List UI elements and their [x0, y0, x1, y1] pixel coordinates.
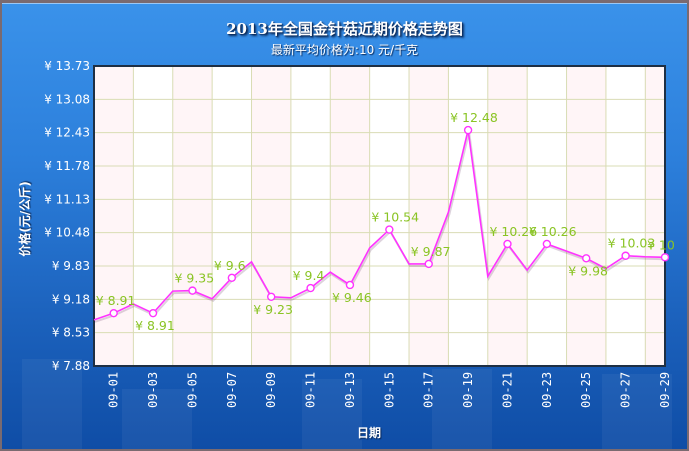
decor-bar [22, 359, 82, 449]
data-point-marker [306, 283, 315, 293]
data-point-label: ¥ 8.91 [135, 318, 175, 333]
y-tick-label: ¥ 13.73 [44, 59, 90, 73]
x-tick-label: 09-27 [619, 372, 633, 408]
plot-band [605, 66, 646, 366]
x-tick-label: 09-19 [461, 372, 475, 408]
x-tick-label: 09-03 [146, 372, 160, 408]
data-point-marker [503, 239, 512, 249]
x-tick-label: 09-17 [422, 372, 436, 408]
y-tick-label: ¥ 12.43 [44, 126, 90, 140]
plot-band [527, 66, 567, 366]
y-axis-ticks: ¥ 13.73 ¥ 13.08 ¥ 12.43 ¥ 11.78 ¥ 11.13 ¥ 10.… [44, 59, 90, 373]
data-point-label: ¥ 10.26 [529, 224, 577, 239]
plot-band [566, 66, 606, 366]
data-point-label: ¥ 9.98 [568, 263, 608, 278]
data-point-label: ¥ 9.87 [411, 244, 451, 259]
data-point-marker [148, 308, 158, 318]
plot-band [330, 66, 370, 366]
x-tick-label: 09-25 [579, 372, 593, 408]
decor-bar [122, 389, 192, 449]
plot-band [369, 66, 410, 366]
plot-band [212, 66, 252, 366]
y-tick-label: ¥ 7.88 [52, 359, 90, 373]
data-point-label: ¥ 9.6 [214, 258, 246, 273]
chart-title: 2013年全国金针菇近期价格走势图 [226, 20, 463, 38]
decor-bar [302, 379, 362, 449]
decor-bar [602, 374, 672, 449]
data-point-label: ¥ 9.46 [332, 290, 372, 305]
x-axis-ticks: 09-01 09-03 09-05 09-07 09-09 09-11 09-13 09-15… [107, 372, 672, 408]
plot-band [409, 66, 449, 366]
plot-band [645, 66, 665, 366]
data-point-marker [345, 280, 355, 290]
x-tick-label: 09-09 [264, 372, 278, 408]
x-tick-label: 09-15 [382, 372, 396, 408]
x-tick-label: 09-29 [658, 372, 672, 408]
x-tick-label: 09-13 [343, 372, 357, 408]
data-point-marker [109, 308, 118, 318]
plot-border [93, 65, 666, 367]
y-tick-label: ¥ 8.53 [52, 326, 90, 340]
data-point-marker [582, 254, 591, 263]
data-markers [109, 125, 670, 318]
data-point-marker [542, 239, 552, 249]
data-point-marker [188, 286, 197, 295]
x-tick-label: 09-07 [225, 372, 239, 408]
plot-background [94, 66, 665, 366]
x-tick-label: 09-01 [107, 372, 121, 408]
x-axis-label: 日期 [357, 426, 382, 440]
decor-bar [432, 369, 492, 449]
y-tick-label: ¥ 10.48 [44, 226, 90, 240]
plot-band [290, 66, 331, 366]
y-tick-label: ¥ 11.78 [44, 159, 90, 173]
chart-subtitle: 最新平均价格为:10 元/千克 [270, 43, 419, 57]
x-tick-label: 09-23 [540, 372, 554, 408]
data-point-marker [227, 273, 237, 282]
x-tick-label: 09-05 [185, 372, 199, 408]
y-tick-label: ¥ 11.13 [44, 192, 90, 206]
data-point-label: ¥ 9.35 [174, 271, 214, 286]
data-point-label: ¥ 9.23 [253, 302, 293, 317]
data-point-marker [385, 225, 394, 234]
plot-band [251, 66, 291, 366]
plot-band [448, 66, 488, 366]
y-tick-label: ¥ 9.83 [52, 259, 90, 273]
data-point-label: ¥ 8.91 [96, 293, 136, 308]
plot-band [172, 66, 213, 366]
data-point-label: ¥ 10.03 [608, 236, 656, 251]
data-point-marker [424, 259, 433, 269]
data-point-label: ¥ 10.26 [489, 224, 537, 239]
data-point-marker [660, 253, 670, 262]
data-point-label: ¥ 10.54 [371, 210, 419, 225]
plot-band [487, 66, 528, 366]
y-tick-label: ¥ 9.18 [52, 292, 90, 306]
data-labels: ¥ 8.91 ¥ 8.91 ¥ 9.35¥ 9.6 ¥ 9.23 ¥ 9.4 ¥ 9.46… [96, 110, 675, 333]
data-point-marker [463, 125, 473, 135]
x-tick-label: 09-21 [500, 372, 514, 408]
x-tick-label: 09-11 [304, 372, 318, 408]
data-point-label: ¥ 9.4 [293, 268, 325, 283]
y-tick-label: ¥ 13.08 [44, 92, 90, 106]
data-point-label: ¥ 12.48 [450, 110, 498, 125]
data-point-marker [621, 251, 630, 260]
data-point-marker [267, 292, 276, 301]
data-point-label: ¥ 10 [647, 237, 675, 252]
